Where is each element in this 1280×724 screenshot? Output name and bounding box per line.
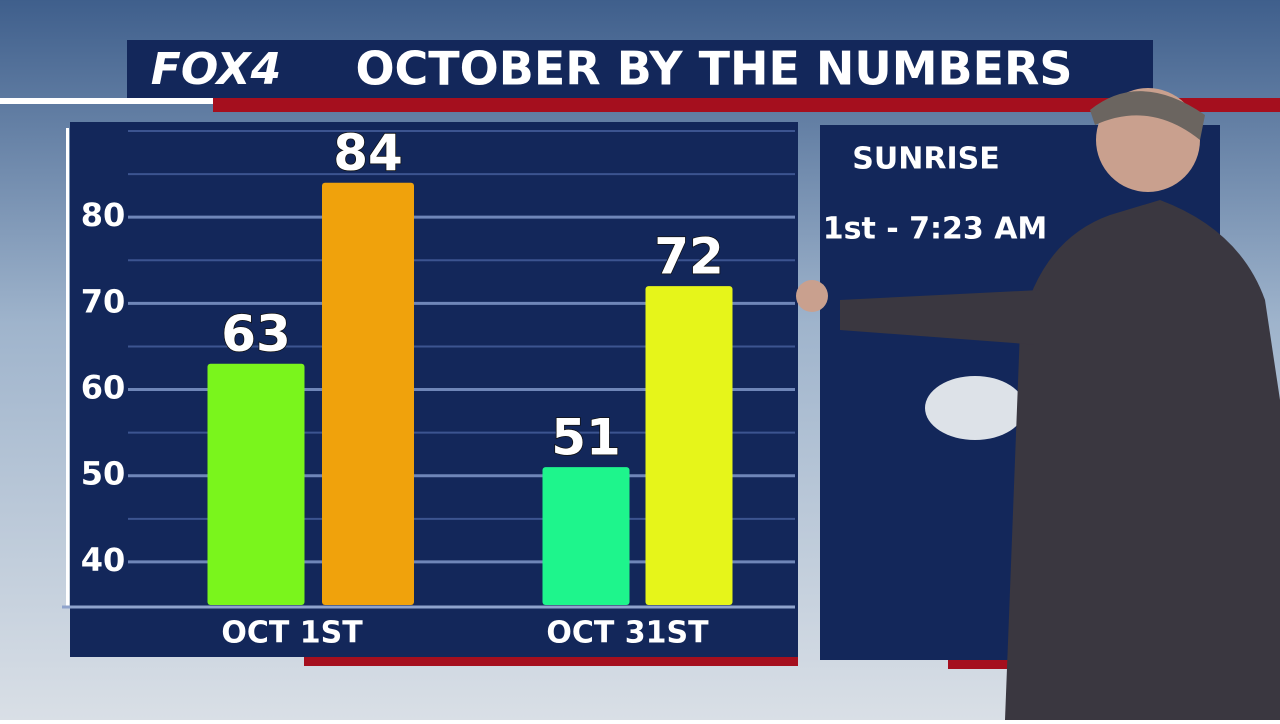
panel-accent <box>304 657 798 666</box>
presenter-hand <box>796 280 828 312</box>
x-tick-label: OCT 1ST <box>221 616 363 651</box>
presenter-hair <box>1090 91 1205 140</box>
chart-title: OCTOBER BY THE NUMBERS <box>355 42 1072 96</box>
presenter <box>1005 200 1280 720</box>
y-tick-label: 40 <box>81 541 126 579</box>
y-tick-label: 80 <box>81 196 126 234</box>
side-accent <box>948 660 1028 669</box>
y-tick-label: 50 <box>81 455 126 493</box>
presenter-arm <box>840 290 1040 345</box>
bar <box>645 286 733 605</box>
bar <box>542 467 630 605</box>
value-label: 63 <box>221 305 291 363</box>
x-tick-label: OCT 31ST <box>546 616 709 651</box>
logo: FOX4 <box>151 44 281 95</box>
y-tick-label: 60 <box>81 369 126 407</box>
panel-heading: SUNRISE <box>852 142 999 177</box>
y-axis-line <box>66 128 69 608</box>
title-bar <box>127 40 1153 100</box>
plot: 40 50 60 70 80 OCT 1ST 63 84 OCT 31ST 51 72 <box>62 123 795 651</box>
bar <box>207 363 305 605</box>
value-label: 51 <box>551 409 621 467</box>
value-label: 72 <box>654 228 724 286</box>
title-rule <box>0 98 213 104</box>
title-accent <box>213 98 1280 112</box>
y-tick-label: 70 <box>81 282 126 320</box>
panel-line: 1st - 7:23 AM <box>823 212 1048 247</box>
bar <box>322 182 414 605</box>
cloud-icon <box>925 376 1025 440</box>
value-label: 84 <box>333 124 403 182</box>
